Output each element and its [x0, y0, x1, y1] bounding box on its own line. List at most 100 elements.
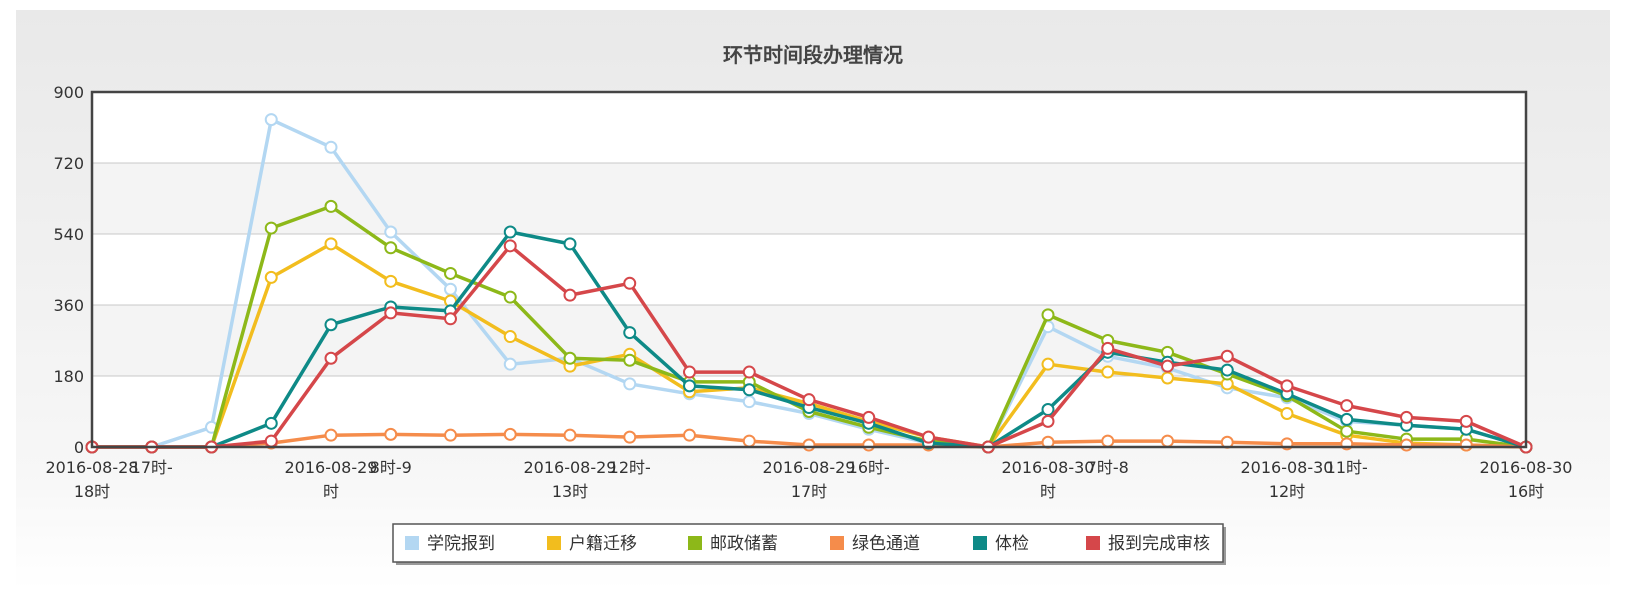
x-tick-label: 18时: [74, 482, 110, 501]
data-point: [623, 430, 637, 444]
y-tick-label: 900: [53, 83, 84, 102]
plot-frame: [90, 90, 1528, 449]
x-tick-label: 2016-08-30: [1480, 458, 1573, 477]
data-point: [1340, 424, 1354, 438]
data-point: [563, 351, 577, 365]
data-point: [503, 239, 517, 253]
data-point: [683, 428, 696, 442]
legend-label: 学院报到: [427, 534, 495, 554]
x-tick-label: 8时-9: [370, 458, 412, 477]
data-point: [742, 434, 756, 448]
data-point: [563, 237, 577, 251]
data-point: [1340, 399, 1354, 413]
data-point: [623, 377, 637, 391]
data-point: [742, 383, 756, 397]
chart-container: 环节时间段办理情况 0 180 360 540 720 900 2016-08-28 18时…: [16, 10, 1610, 590]
data-point: [444, 266, 457, 280]
legend-box: [392, 523, 1224, 563]
data-point: [623, 353, 637, 367]
x-tick-label: 2016-08-29: [524, 458, 617, 477]
plot-border: [90, 90, 1528, 449]
legend: 学院报到 户籍迁移 邮政储蓄 绿色通道 体检 报到完成审核: [392, 523, 1226, 565]
plot-band: [92, 92, 1526, 163]
data-point: [1041, 414, 1055, 428]
y-tick-label: 0: [74, 438, 84, 457]
data-point: [1161, 371, 1174, 385]
x-tick-label: 12时-: [609, 458, 651, 477]
data-point: [1101, 365, 1115, 379]
data-point: [1041, 308, 1055, 322]
data-point: [683, 379, 696, 393]
x-tick-label: 12时: [1269, 482, 1305, 501]
data-point: [444, 312, 457, 326]
y-axis: 0 180 360 540 720 900: [53, 83, 84, 457]
data-point: [444, 282, 457, 296]
legend-label: 邮政储蓄: [710, 534, 778, 554]
data-point: [623, 276, 637, 290]
legend-swatch: [830, 536, 844, 550]
legend-swatch: [1086, 536, 1100, 550]
data-point: [1220, 349, 1234, 363]
data-point: [742, 395, 756, 409]
data-point: [1101, 341, 1115, 355]
data-point: [563, 428, 577, 442]
legend-swatch: [688, 536, 702, 550]
x-tick-label: 13时: [552, 482, 588, 501]
data-point: [264, 434, 278, 448]
data-point: [264, 270, 278, 284]
y-tick-label: 180: [53, 367, 84, 386]
data-point: [264, 416, 278, 430]
y-tick-label: 540: [53, 225, 84, 244]
x-tick-label: 17时: [791, 482, 827, 501]
chart-title: 环节时间段办理情况: [723, 43, 903, 67]
x-tick-label: 时: [323, 482, 339, 501]
x-tick-label: 2016-08-29: [285, 458, 378, 477]
legend-label: 户籍迁移: [569, 534, 637, 554]
x-tick-label: 17时-: [131, 458, 173, 477]
data-point: [1280, 379, 1294, 393]
legend-label: 绿色通道: [852, 534, 920, 554]
x-tick-label: 2016-08-30: [1241, 458, 1334, 477]
data-point: [563, 288, 577, 302]
data-point: [324, 237, 338, 251]
data-point: [324, 199, 338, 213]
data-point: [922, 430, 935, 444]
legend-swatch: [405, 536, 419, 550]
data-point: [384, 427, 398, 441]
data-point: [1280, 406, 1294, 420]
data-point: [862, 438, 876, 452]
data-point: [324, 318, 338, 332]
data-point: [1459, 414, 1473, 428]
plot-band: [92, 234, 1526, 305]
data-point: [1161, 359, 1174, 373]
x-tick-label: 2016-08-28: [46, 458, 139, 477]
x-tick-label: 11时-: [1326, 458, 1368, 477]
data-point: [324, 140, 338, 154]
data-point: [503, 225, 517, 239]
x-tick-label: 7时-8: [1087, 458, 1129, 477]
data-point: [503, 427, 517, 441]
legend-swatch: [547, 536, 561, 550]
data-point: [384, 274, 398, 288]
line-chart: 环节时间段办理情况 0 180 360 540 720 900 2016-08-28 18时…: [46, 43, 1573, 565]
data-point: [503, 290, 517, 304]
legend-swatch: [973, 536, 987, 550]
data-point: [623, 326, 637, 340]
data-point: [1220, 363, 1234, 377]
data-point: [324, 428, 338, 442]
legend-label: 体检: [995, 534, 1029, 554]
data-point: [742, 365, 756, 379]
data-point: [1041, 403, 1055, 417]
data-point: [1400, 438, 1413, 452]
data-point: [264, 113, 278, 127]
y-tick-label: 360: [53, 296, 84, 315]
data-point: [1340, 412, 1354, 426]
plot-band: [92, 163, 1526, 234]
data-point: [802, 438, 816, 452]
data-point: [1161, 434, 1174, 448]
data-point: [802, 393, 816, 407]
x-tick-label: 16时-: [848, 458, 890, 477]
data-point: [1400, 410, 1413, 424]
data-point: [384, 241, 398, 255]
data-point: [324, 351, 338, 365]
